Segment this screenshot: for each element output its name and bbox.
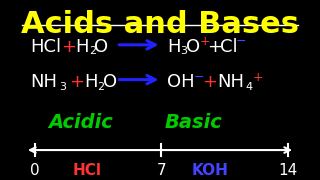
Text: H: H [167,38,181,56]
Text: 2: 2 [89,46,96,56]
Text: +: + [207,38,222,56]
Text: 2: 2 [97,82,105,92]
Text: 4: 4 [245,82,252,92]
Text: +: + [200,35,210,48]
Text: +: + [61,38,76,56]
Text: 7: 7 [156,163,166,177]
Text: OH: OH [167,73,195,91]
Text: −: − [194,71,204,84]
Text: −: − [235,35,246,48]
Text: H: H [75,38,89,56]
Text: Basic: Basic [164,113,222,132]
Text: 14: 14 [278,163,297,177]
Text: +: + [203,73,218,91]
Text: O: O [186,38,200,56]
Text: HCl: HCl [72,163,101,177]
Text: HCl: HCl [31,38,62,56]
Text: Acids and Bases: Acids and Bases [21,10,299,39]
Text: KOH: KOH [192,163,229,177]
Text: 3: 3 [59,82,66,92]
Text: Cl: Cl [220,38,238,56]
Text: O: O [102,73,117,91]
Text: Acidic: Acidic [49,113,113,132]
Text: H: H [84,73,97,91]
Text: +: + [69,73,84,91]
Text: NH: NH [217,73,244,91]
Text: 0: 0 [30,163,40,177]
Text: 3: 3 [181,46,188,56]
Text: O: O [94,38,108,56]
Text: +: + [252,71,263,84]
Text: NH: NH [31,73,58,91]
